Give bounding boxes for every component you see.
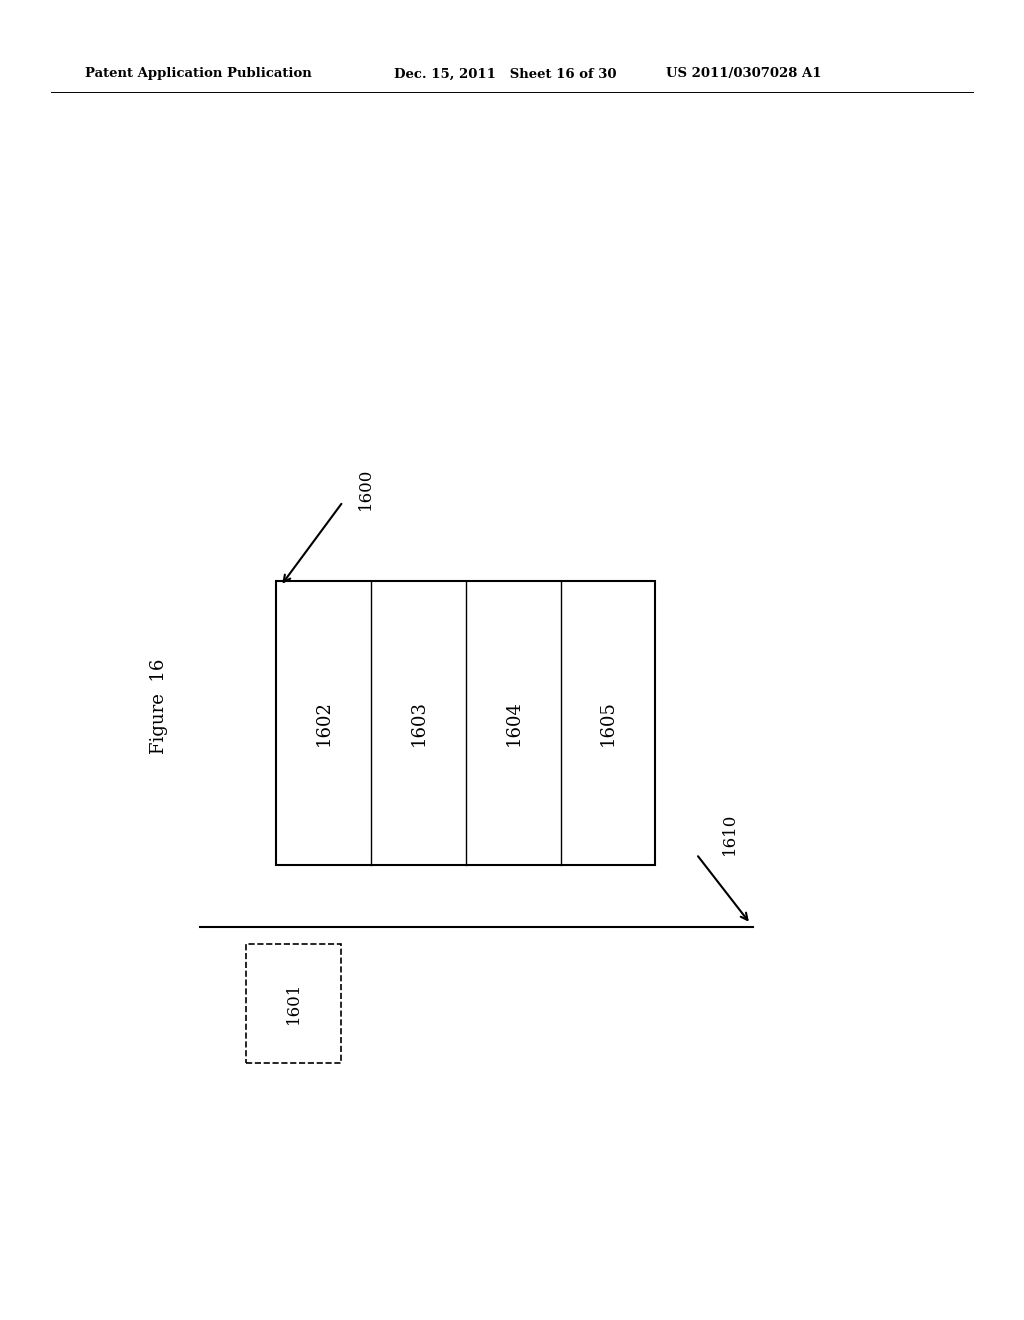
Text: Figure  16: Figure 16 (150, 659, 168, 754)
Text: Patent Application Publication: Patent Application Publication (85, 67, 311, 81)
Text: 1603: 1603 (410, 700, 428, 746)
Text: 1610: 1610 (721, 813, 737, 855)
Bar (276, 581, 655, 865)
Text: 1602: 1602 (314, 700, 333, 746)
Text: 1600: 1600 (357, 467, 374, 510)
Text: US 2011/0307028 A1: US 2011/0307028 A1 (666, 67, 821, 81)
Bar (246, 944, 341, 1063)
Text: 1601: 1601 (285, 982, 302, 1024)
Text: Dec. 15, 2011   Sheet 16 of 30: Dec. 15, 2011 Sheet 16 of 30 (394, 67, 616, 81)
Text: 1604: 1604 (504, 700, 522, 746)
Text: 1605: 1605 (599, 700, 617, 746)
